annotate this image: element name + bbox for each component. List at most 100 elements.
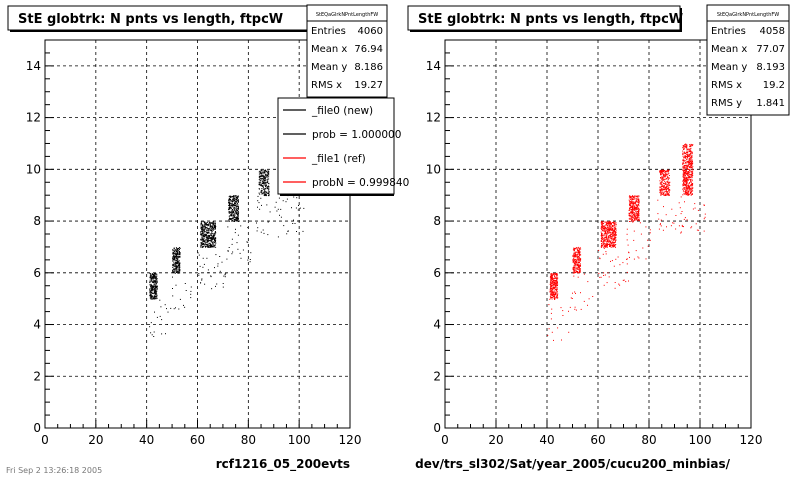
data-point	[688, 173, 690, 175]
data-point	[600, 245, 602, 247]
data-point	[228, 219, 229, 221]
data-point	[229, 197, 231, 199]
data-point	[197, 252, 199, 254]
data-point	[265, 193, 267, 195]
data-point	[600, 240, 602, 242]
data-point	[150, 283, 152, 285]
data-point	[602, 235, 604, 237]
data-point	[692, 187, 694, 189]
data-point	[667, 170, 669, 172]
data-point	[264, 176, 266, 178]
y-tick-label: 8	[33, 214, 41, 228]
data-point	[551, 281, 553, 283]
data-point	[153, 274, 155, 276]
data-point	[574, 264, 576, 266]
data-point	[233, 204, 235, 206]
data-point	[612, 240, 614, 242]
data-point	[686, 157, 688, 159]
data-point	[205, 244, 207, 246]
x-tick-label: 100	[689, 433, 712, 447]
data-point	[688, 187, 690, 189]
data-point	[605, 243, 607, 245]
data-point	[153, 280, 155, 282]
data-point	[208, 232, 210, 234]
data-point	[176, 260, 178, 262]
data-point	[233, 205, 235, 206]
data-point	[684, 172, 686, 174]
data-point	[689, 166, 690, 168]
data-point	[690, 193, 692, 195]
data-point	[583, 300, 585, 302]
data-point	[237, 202, 239, 203]
data-point	[150, 275, 152, 277]
data-point	[668, 186, 670, 188]
data-point	[198, 254, 200, 256]
data-point	[237, 248, 239, 250]
data-point	[150, 285, 152, 287]
data-point	[266, 191, 268, 193]
data-point	[282, 200, 284, 202]
data-point	[207, 235, 209, 237]
data-point	[230, 215, 232, 217]
data-point	[259, 177, 261, 179]
data-point	[669, 185, 671, 186]
data-point	[205, 234, 207, 236]
data-point	[266, 176, 268, 178]
data-point	[611, 223, 612, 224]
data-point	[209, 222, 211, 224]
data-point	[690, 179, 691, 181]
data-point	[268, 193, 269, 195]
data-point	[154, 291, 156, 293]
data-point	[694, 203, 696, 205]
data-point	[172, 258, 174, 260]
data-point	[691, 185, 693, 187]
data-point	[206, 230, 208, 232]
data-point	[266, 192, 268, 194]
data-point	[215, 232, 217, 234]
data-point	[615, 224, 617, 226]
data-point	[176, 249, 178, 251]
data-point	[177, 269, 179, 271]
data-point	[202, 232, 204, 234]
data-point	[629, 197, 631, 199]
data-point	[208, 236, 210, 238]
data-point	[209, 222, 211, 224]
data-point	[588, 298, 590, 300]
data-point	[553, 272, 555, 274]
data-point	[684, 188, 686, 190]
data-point	[150, 273, 151, 275]
data-point	[176, 265, 178, 267]
data-point	[634, 216, 636, 217]
data-point	[633, 220, 635, 222]
data-point	[236, 218, 238, 220]
data-point	[550, 297, 551, 299]
data-point	[601, 225, 603, 227]
data-point	[613, 243, 615, 245]
data-point	[576, 271, 578, 273]
data-point	[172, 265, 174, 267]
data-point	[154, 296, 156, 298]
data-point	[547, 334, 549, 336]
data-point	[615, 233, 616, 235]
data-point	[230, 199, 231, 200]
stats-name: StEQaGlrkNPntLengthFW	[316, 12, 378, 18]
data-point	[635, 210, 637, 212]
data-point	[553, 287, 554, 289]
data-point	[214, 267, 215, 269]
data-point	[684, 160, 686, 162]
data-point	[680, 232, 682, 234]
data-point	[686, 159, 688, 161]
data-point	[228, 208, 230, 209]
data-point	[671, 208, 673, 210]
data-point	[688, 148, 690, 150]
data-point	[263, 175, 265, 177]
x-tick-label: 80	[241, 433, 256, 447]
data-point	[604, 236, 606, 238]
data-point	[176, 263, 178, 265]
data-point	[206, 235, 208, 237]
legend-label: _file1 (ref)	[311, 153, 366, 165]
data-point	[200, 231, 202, 233]
data-point	[233, 195, 235, 197]
data-point	[686, 162, 688, 163]
data-point	[231, 209, 233, 211]
